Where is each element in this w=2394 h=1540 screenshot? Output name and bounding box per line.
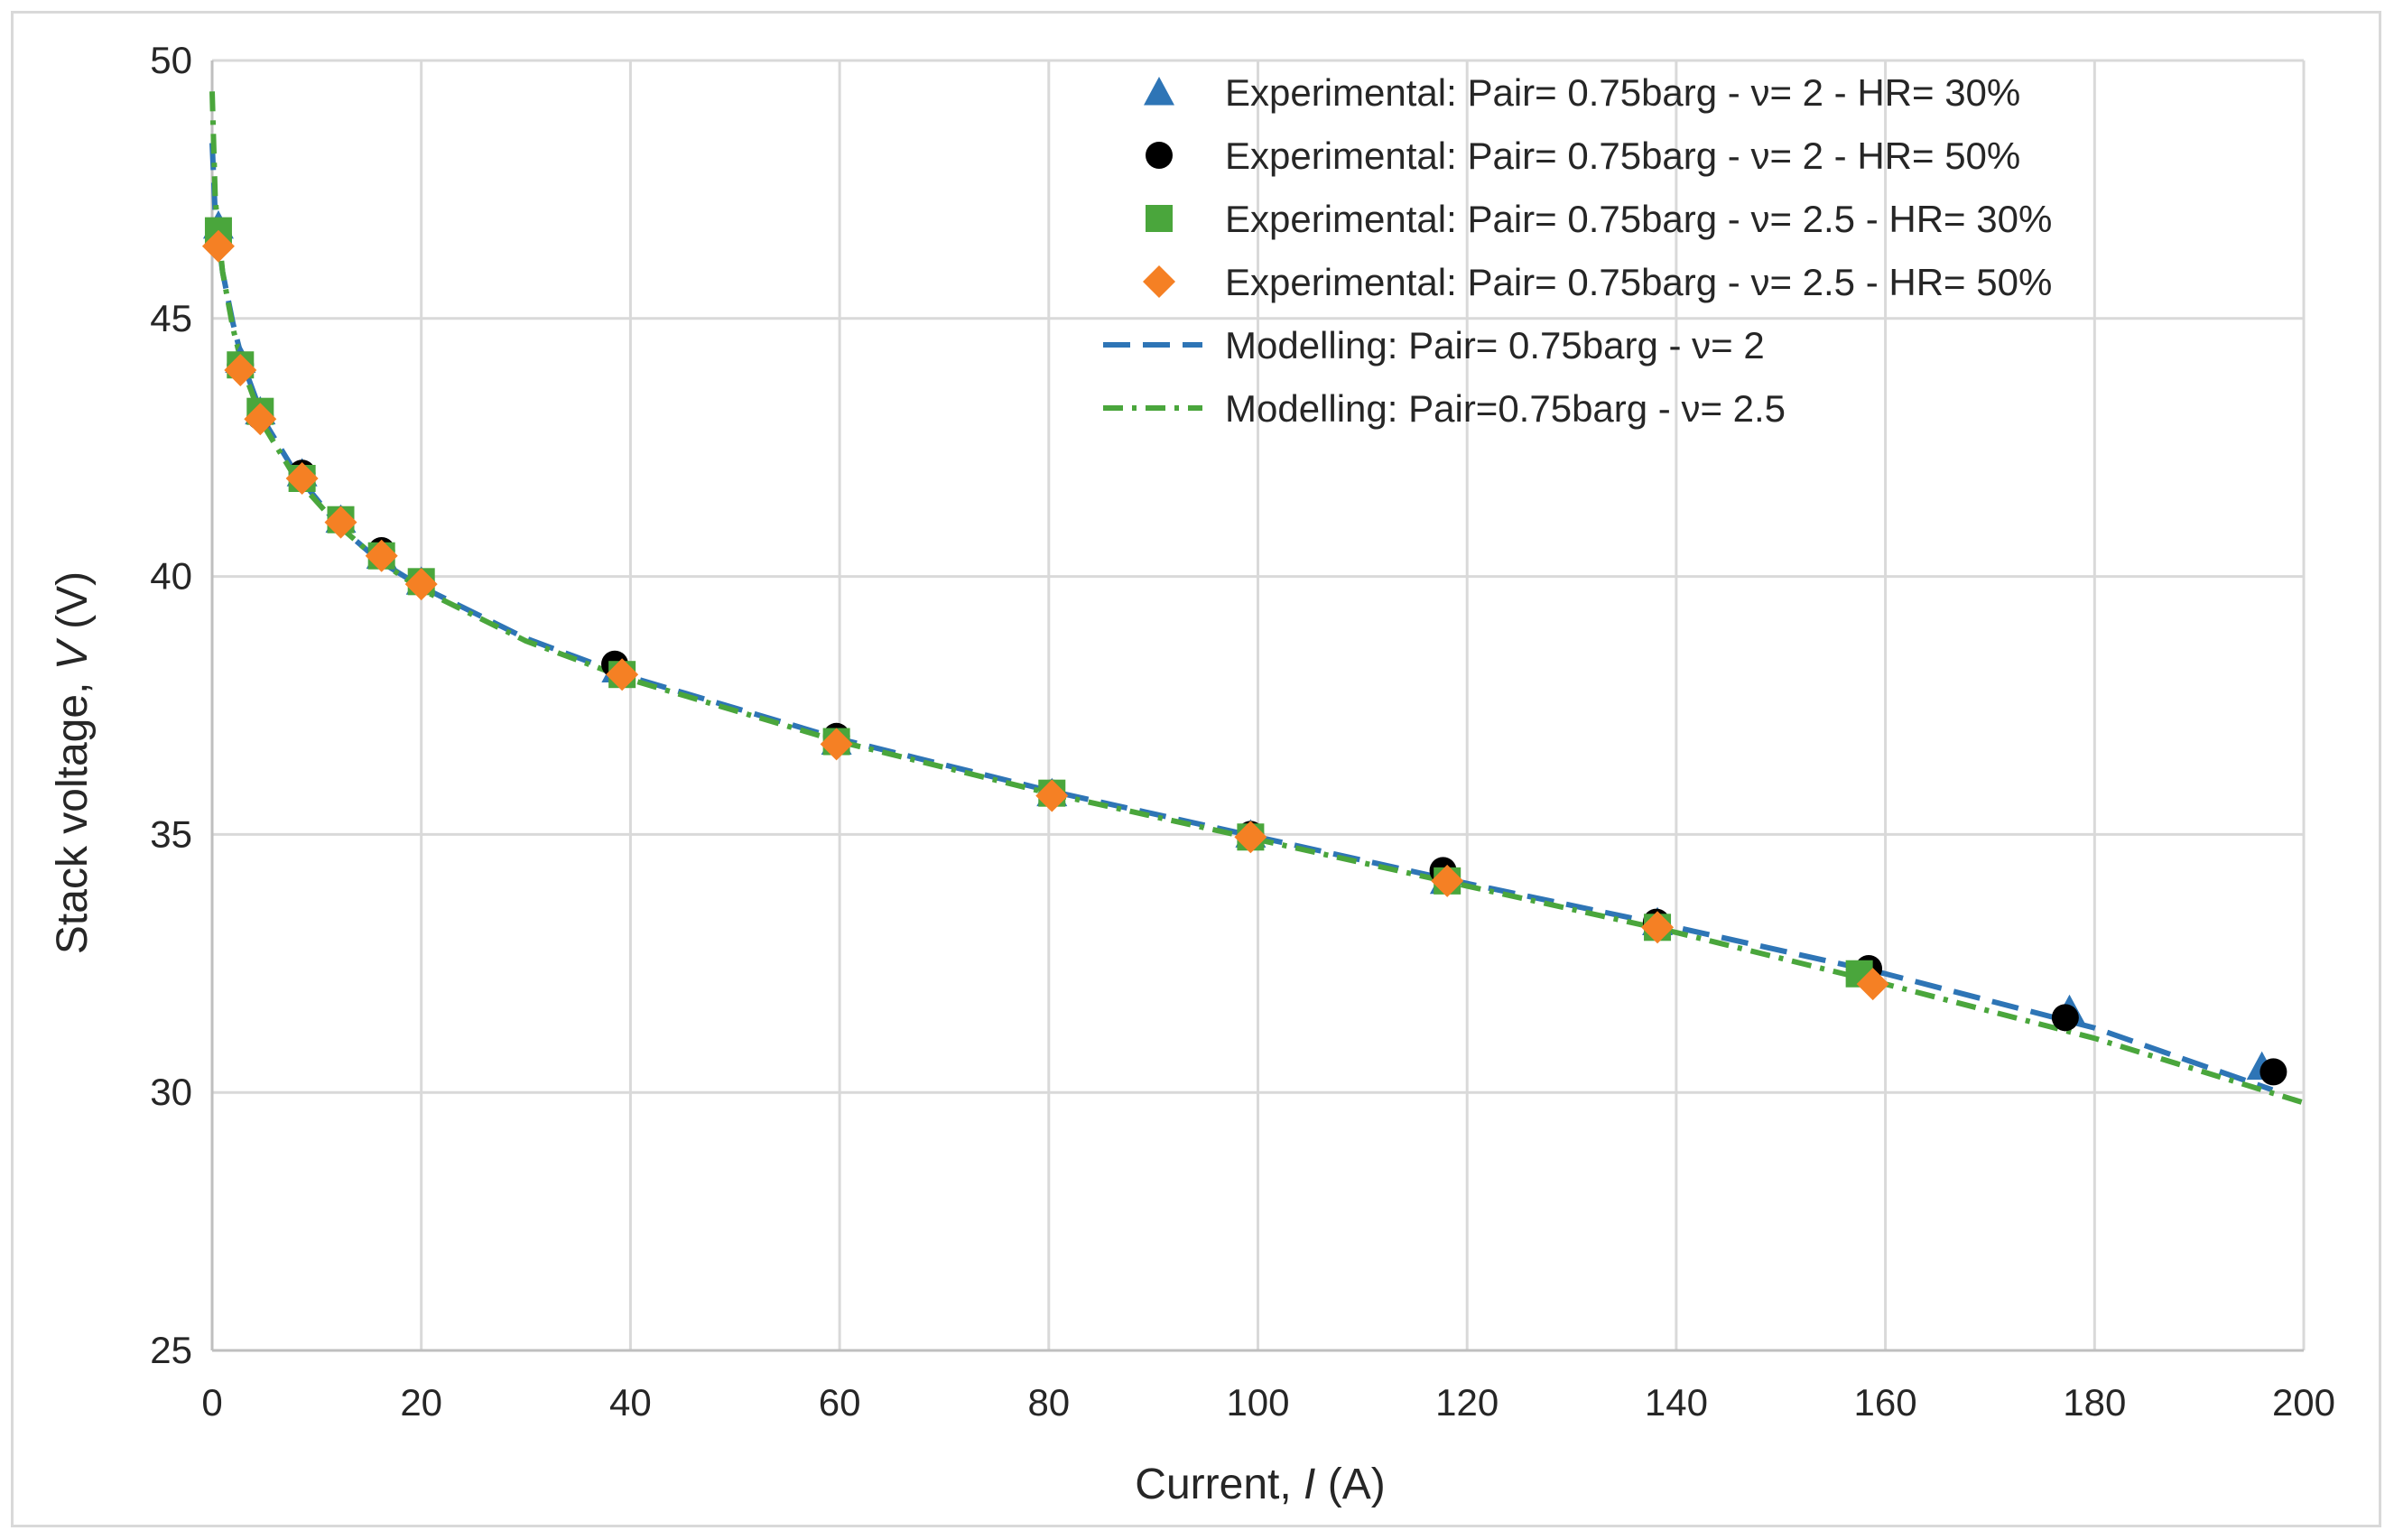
legend-label: Modelling: Pair=0.75barg - ν= 2.5 bbox=[1225, 387, 1786, 430]
legend-entry: Experimental: Pair= 0.75barg - ν= 2.5 - … bbox=[1143, 261, 2052, 303]
series-layer bbox=[201, 91, 2305, 1106]
y-tick-label: 40 bbox=[150, 555, 192, 598]
data-point bbox=[1641, 911, 1675, 944]
data-point bbox=[820, 728, 853, 761]
legend: Experimental: Pair= 0.75barg - ν= 2 - HR… bbox=[1103, 71, 2052, 430]
data-point bbox=[2259, 1058, 2287, 1086]
data-point bbox=[404, 568, 438, 601]
legend-entry: Experimental: Pair= 0.75barg - ν= 2.5 - … bbox=[1146, 198, 2052, 240]
x-tick-label: 20 bbox=[400, 1381, 442, 1424]
experimental-series-3 bbox=[201, 229, 1889, 1001]
legend-symbol bbox=[1144, 77, 1174, 106]
data-point bbox=[1035, 779, 1069, 812]
y-tick-label: 50 bbox=[150, 39, 192, 81]
legend-label: Experimental: Pair= 0.75barg - ν= 2.5 - … bbox=[1225, 198, 2052, 240]
legend-label: Experimental: Pair= 0.75barg - ν= 2 - HR… bbox=[1225, 71, 2020, 114]
data-point bbox=[1234, 821, 1267, 854]
x-tick-label: 80 bbox=[1027, 1381, 1070, 1424]
legend-entry: Experimental: Pair= 0.75barg - ν= 2 - HR… bbox=[1144, 71, 2020, 114]
data-point bbox=[324, 506, 357, 539]
gridlines bbox=[210, 59, 2306, 1352]
x-tick-label: 120 bbox=[1435, 1381, 1499, 1424]
model-series-5 bbox=[209, 91, 2305, 1106]
x-tick-label: 100 bbox=[1226, 1381, 1289, 1424]
data-point bbox=[285, 461, 319, 495]
y-tick-label: 25 bbox=[150, 1329, 192, 1371]
data-point bbox=[1856, 968, 1889, 1001]
y-tick-label: 35 bbox=[150, 812, 192, 855]
legend-label: Modelling: Pair= 0.75barg - ν= 2 bbox=[1225, 324, 1765, 366]
legend-entry: Experimental: Pair= 0.75barg - ν= 2 - HR… bbox=[1146, 135, 2020, 177]
data-point bbox=[201, 229, 235, 263]
x-tick-label: 200 bbox=[2272, 1381, 2335, 1424]
legend-entry: Modelling: Pair=0.75barg - ν= 2.5 bbox=[1103, 387, 1786, 430]
chart-frame bbox=[11, 11, 2381, 1527]
legend-symbol bbox=[1146, 205, 1173, 232]
x-axis-title: Current, I (A) bbox=[1135, 1461, 1385, 1508]
legend-label: Experimental: Pair= 0.75barg - ν= 2 - HR… bbox=[1225, 135, 2020, 177]
data-point bbox=[244, 403, 277, 436]
tick-labels: 0 20 40 60 80 100 120 140 160 180 200 25 30 35 40 45 50 bbox=[150, 39, 2335, 1424]
y-tick-label: 30 bbox=[150, 1071, 192, 1113]
legend-symbol bbox=[1143, 265, 1175, 298]
data-point bbox=[2051, 1004, 2079, 1032]
data-point bbox=[224, 353, 257, 386]
x-tick-label: 40 bbox=[609, 1381, 652, 1424]
data-point bbox=[1431, 864, 1464, 897]
data-point bbox=[365, 539, 398, 572]
x-tick-label: 180 bbox=[2063, 1381, 2126, 1424]
x-tick-label: 160 bbox=[1854, 1381, 1917, 1424]
y-axis-title: Stack voltage, V (V) bbox=[49, 571, 97, 954]
model-line bbox=[209, 143, 2274, 1093]
plot-axes bbox=[210, 60, 2304, 1352]
legend-symbol bbox=[1146, 142, 1173, 169]
data-point bbox=[606, 658, 639, 691]
x-tick-label: 140 bbox=[1645, 1381, 1708, 1424]
model-line bbox=[209, 91, 2305, 1106]
legend-label: Experimental: Pair= 0.75barg - ν= 2.5 - … bbox=[1225, 261, 2052, 303]
legend-entry: Modelling: Pair= 0.75barg - ν= 2 bbox=[1103, 324, 1765, 366]
x-tick-label: 60 bbox=[819, 1381, 861, 1424]
x-tick-label: 0 bbox=[201, 1381, 222, 1424]
model-series-4 bbox=[209, 143, 2274, 1093]
y-tick-label: 45 bbox=[150, 297, 192, 339]
